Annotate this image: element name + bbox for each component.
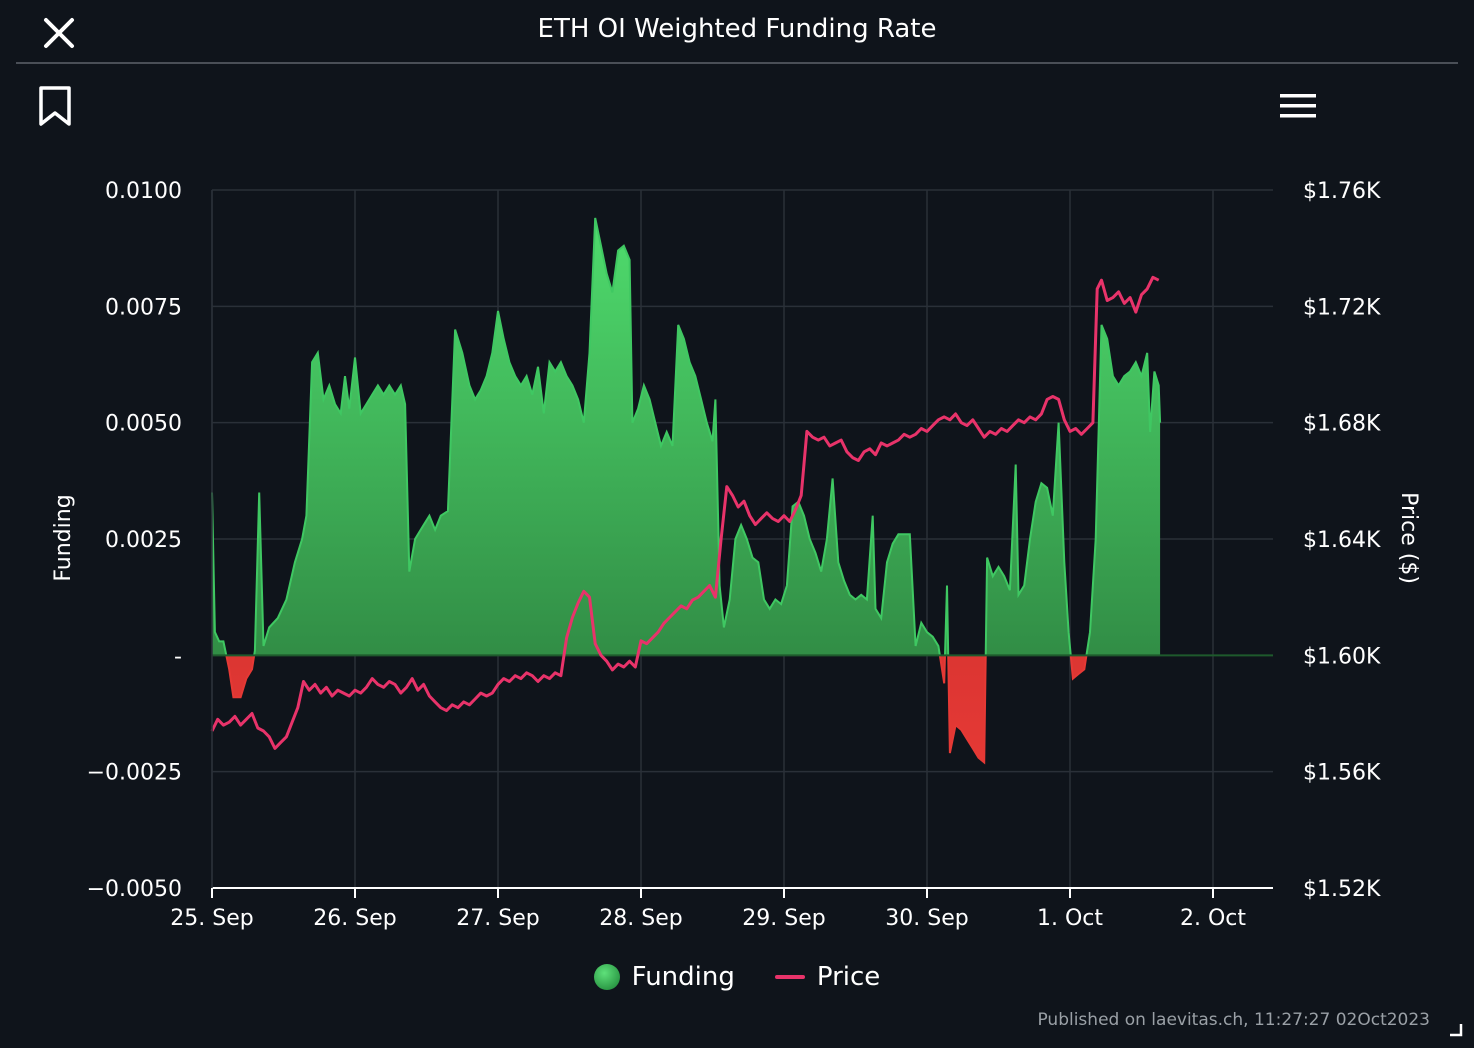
x-tick-label: 1. Oct: [1037, 906, 1103, 931]
hamburger-menu-icon: [1280, 94, 1316, 118]
y-tick-label: −0.0025: [87, 761, 182, 786]
axes: [211, 190, 1273, 898]
legend-item-price[interactable]: Price: [774, 962, 881, 992]
price-line: [210, 275, 1160, 750]
price-series-line: [210, 275, 1160, 750]
y-tick-label: 0.0100: [105, 179, 182, 204]
bookmark-button[interactable]: [36, 84, 76, 128]
y-tick-label: 0.0050: [105, 412, 182, 437]
close-icon: [44, 18, 74, 48]
y-right-tick-label: $1.56K: [1303, 761, 1381, 786]
y-axis-title: Funding: [51, 494, 76, 581]
legend-label-funding: Funding: [631, 962, 735, 992]
credit-text: Published on laevitas.ch, 11:27:27 02Oct…: [1037, 1010, 1430, 1030]
y-right-tick-label: $1.76K: [1303, 179, 1381, 204]
resize-handle-icon[interactable]: [1448, 1022, 1464, 1038]
y-tick-label: 0.0075: [105, 295, 182, 320]
x-tick-label: 25. Sep: [170, 906, 253, 931]
y-tick-label: 0.0025: [105, 528, 182, 553]
y-axis-title-right: Price ($): [1396, 492, 1421, 584]
y-right-tick-label: $1.64K: [1303, 528, 1381, 553]
page-title: ETH OI Weighted Funding Rate: [537, 14, 937, 44]
menu-button[interactable]: [1278, 90, 1320, 124]
funding-line-positive: [211, 217, 1162, 655]
x-tick-label: 26. Sep: [313, 906, 396, 931]
funding-area-positive: [212, 217, 1161, 655]
y-tick-label: −0.0050: [87, 877, 182, 902]
x-tick-label: 30. Sep: [885, 906, 968, 931]
y-right-tick-label: $1.72K: [1303, 295, 1381, 320]
y-right-tick-label: $1.60K: [1303, 644, 1381, 669]
close-button[interactable]: [40, 14, 78, 52]
x-tick-label: 2. Oct: [1180, 906, 1246, 931]
legend-item-funding[interactable]: Funding: [593, 962, 735, 992]
y-right-tick-label: $1.52K: [1303, 877, 1381, 902]
x-tick-label: 29. Sep: [742, 906, 825, 931]
bookmark-icon: [39, 86, 71, 126]
funding-area-negative: [212, 655, 1161, 763]
header-divider: [16, 62, 1458, 64]
funding-legend-marker: [593, 964, 620, 990]
x-tick-label: 27. Sep: [456, 906, 539, 931]
y-right-tick-label: $1.68K: [1303, 412, 1381, 437]
axis-labels: 0.0100 0.0075 0.0050 0.0025 - −0.0025 −0.0050 $…: [51, 179, 1421, 931]
funding-area: [211, 217, 1273, 765]
price-legend-marker: [774, 975, 805, 979]
chart-legend: Funding Price: [0, 962, 1474, 992]
legend-label-price: Price: [816, 962, 881, 992]
x-tick-label: 28. Sep: [599, 906, 682, 931]
y-tick-label: -: [174, 644, 182, 669]
